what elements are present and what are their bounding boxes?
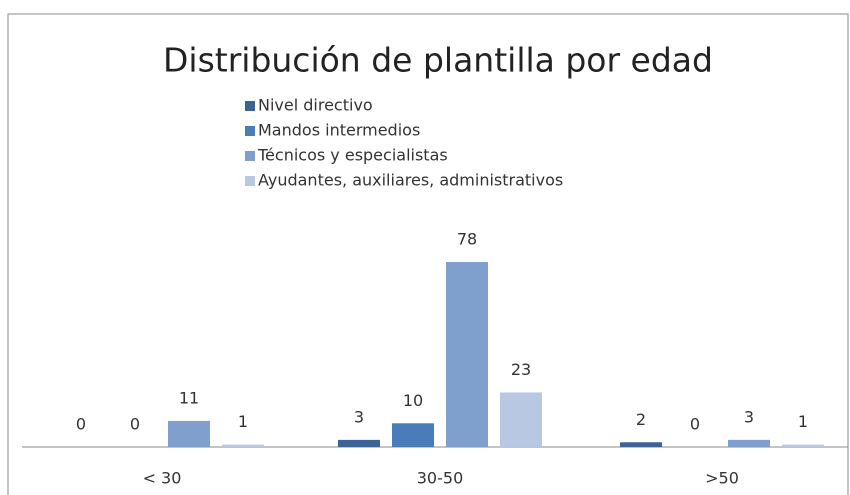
bar: [222, 444, 264, 447]
data-label: 1: [798, 412, 808, 431]
bar: [446, 262, 488, 447]
data-label: 10: [403, 391, 423, 410]
data-label: 23: [511, 360, 531, 379]
data-label: 1: [238, 412, 248, 431]
data-label: 78: [457, 230, 477, 249]
bar: [392, 423, 434, 447]
data-label: 11: [179, 388, 199, 407]
x-tick-label: >50: [705, 469, 739, 488]
legend-label: Técnicos y especialistas: [257, 146, 448, 165]
data-label: 0: [690, 415, 700, 434]
data-label: 0: [130, 415, 140, 434]
x-tick-label: 30-50: [417, 469, 464, 488]
data-label: 0: [76, 415, 86, 434]
x-tick-label: < 30: [143, 469, 182, 488]
bar: [500, 392, 542, 447]
data-label: 3: [354, 407, 364, 426]
legend-swatch: [245, 176, 255, 186]
data-label: 2: [636, 410, 646, 429]
legend-label: Ayudantes, auxiliares, administrativos: [258, 171, 563, 190]
legend-label: Mandos intermedios: [258, 121, 420, 140]
chart-title: Distribución de plantilla por edad: [163, 41, 713, 80]
legend-swatch: [245, 101, 255, 111]
bar: [338, 439, 380, 447]
bar: [728, 439, 770, 447]
bar: [782, 444, 824, 447]
chart-frame: [7, 13, 849, 495]
bar: [620, 442, 662, 447]
data-label: 3: [744, 407, 754, 426]
legend-label: Nivel directivo: [258, 96, 373, 115]
bar: [168, 420, 210, 447]
legend-swatch: [245, 126, 255, 136]
legend-swatch: [245, 151, 255, 161]
